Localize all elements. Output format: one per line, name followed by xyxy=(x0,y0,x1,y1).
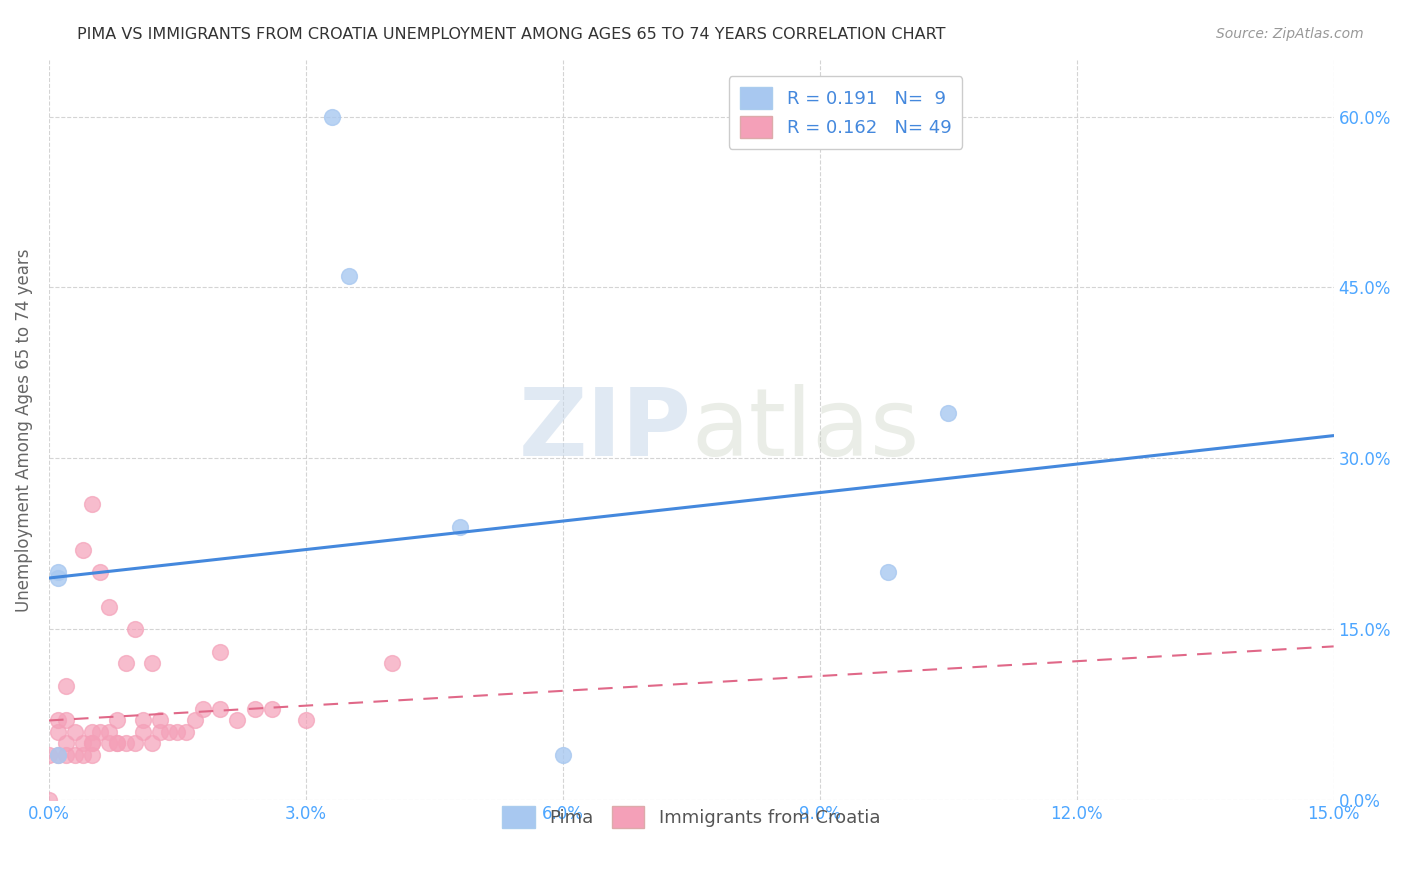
Point xyxy=(80,497,103,511)
Point xyxy=(46,747,69,762)
Point xyxy=(107,736,129,750)
Point xyxy=(124,622,146,636)
Point xyxy=(166,724,188,739)
Point xyxy=(157,724,180,739)
Point xyxy=(551,747,574,762)
Point xyxy=(55,736,77,750)
Point xyxy=(97,724,120,739)
Point xyxy=(174,724,197,739)
Point xyxy=(149,724,172,739)
Point xyxy=(89,724,111,739)
Point xyxy=(38,747,60,762)
Point xyxy=(72,542,94,557)
Point xyxy=(141,736,163,750)
Point xyxy=(55,747,77,762)
Point xyxy=(124,736,146,750)
Point xyxy=(936,406,959,420)
Point xyxy=(115,736,138,750)
Point xyxy=(191,702,214,716)
Text: atlas: atlas xyxy=(692,384,920,476)
Point xyxy=(55,679,77,693)
Point xyxy=(97,599,120,614)
Point xyxy=(80,736,103,750)
Point xyxy=(115,657,138,671)
Point xyxy=(321,110,343,124)
Legend: Pima, Immigrants from Croatia: Pima, Immigrants from Croatia xyxy=(495,799,887,836)
Point xyxy=(132,714,155,728)
Point xyxy=(80,747,103,762)
Point xyxy=(337,269,360,284)
Point xyxy=(97,736,120,750)
Point xyxy=(72,736,94,750)
Point xyxy=(295,714,318,728)
Point xyxy=(149,714,172,728)
Point xyxy=(209,645,232,659)
Point xyxy=(380,657,402,671)
Text: PIMA VS IMMIGRANTS FROM CROATIA UNEMPLOYMENT AMONG AGES 65 TO 74 YEARS CORRELATI: PIMA VS IMMIGRANTS FROM CROATIA UNEMPLOY… xyxy=(77,27,946,42)
Point xyxy=(260,702,283,716)
Point xyxy=(107,714,129,728)
Point xyxy=(89,566,111,580)
Y-axis label: Unemployment Among Ages 65 to 74 years: Unemployment Among Ages 65 to 74 years xyxy=(15,248,32,612)
Point xyxy=(46,566,69,580)
Point xyxy=(55,714,77,728)
Point xyxy=(46,747,69,762)
Point xyxy=(46,724,69,739)
Point xyxy=(132,724,155,739)
Point xyxy=(243,702,266,716)
Text: Source: ZipAtlas.com: Source: ZipAtlas.com xyxy=(1216,27,1364,41)
Point xyxy=(46,714,69,728)
Point xyxy=(449,520,471,534)
Point xyxy=(209,702,232,716)
Point xyxy=(107,736,129,750)
Point xyxy=(63,724,86,739)
Point xyxy=(183,714,205,728)
Point xyxy=(46,571,69,585)
Point xyxy=(80,724,103,739)
Point xyxy=(63,747,86,762)
Point xyxy=(80,736,103,750)
Point xyxy=(38,793,60,807)
Point xyxy=(226,714,249,728)
Point xyxy=(72,747,94,762)
Point xyxy=(141,657,163,671)
Point xyxy=(877,566,900,580)
Text: ZIP: ZIP xyxy=(519,384,692,476)
